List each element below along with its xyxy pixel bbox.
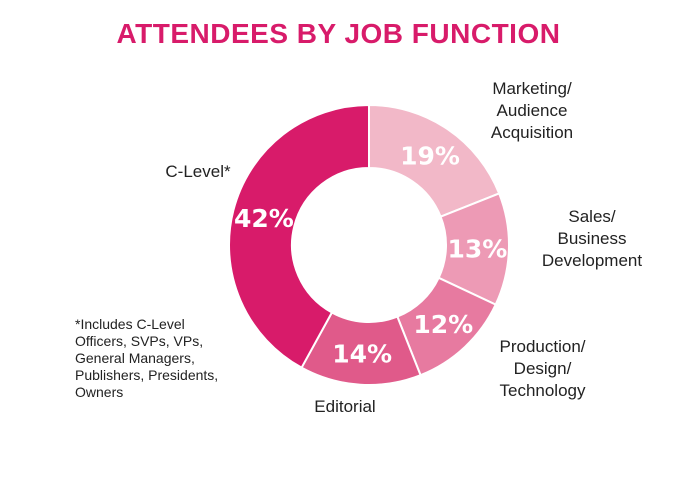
slice-label-editorial: Editorial — [314, 397, 376, 416]
slice-label-c-level: C-Level* — [165, 162, 231, 181]
pct-label-production: 12% — [413, 310, 473, 339]
slice-label-marketing: Marketing/ Audience Acquisition — [490, 79, 574, 142]
pct-label-c-level: 42% — [234, 204, 294, 233]
pct-label-marketing: 19% — [400, 141, 460, 170]
pct-label-sales: 13% — [448, 234, 508, 263]
footnote: *Includes C-Level Officers, SVPs, VPs, G… — [75, 316, 219, 400]
pct-label-editorial: 14% — [332, 339, 392, 368]
slice-c-level — [228, 103, 370, 370]
chart-title: ATTENDEES BY JOB FUNCTION — [116, 18, 561, 49]
slice-label-production: Production/ Design/ Technology — [499, 337, 586, 400]
slice-label-sales: Sales/ Business Development — [541, 207, 643, 270]
